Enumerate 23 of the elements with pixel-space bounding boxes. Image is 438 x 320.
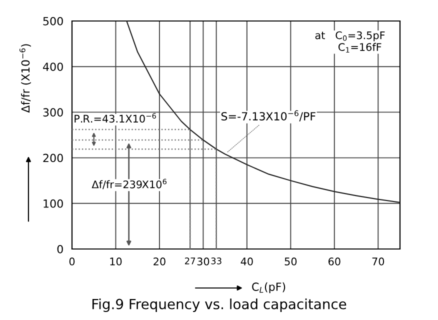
x-tick-label: 0 [69,258,75,266]
y-tick-label: 0 [57,244,63,254]
y-axis-title: Δf/fr (X10$^{−6}$) [19,44,31,113]
x-tick-label: 20 [154,258,166,266]
y-tick-label: 100 [44,199,63,208]
y-tick-label: 300 [43,108,63,117]
annotation: S=-7.13X10$^{−6}$/PF [221,110,316,122]
x-tick-label: 33 [211,257,222,264]
y-tick-label: 500 [43,16,63,26]
x-tick-label: 27 [185,257,196,264]
y-tick-label: 400 [43,62,63,71]
x-tick-label: 40 [240,258,253,266]
x-tick-label: 30 [197,258,210,266]
x-tick-label: 10 [110,258,122,266]
y-tick-label: 200 [43,154,63,162]
annotation: P.R.=43.1X10$^{−6}$ [74,113,156,123]
x-tick-label: 60 [328,258,340,266]
annotation: Δf/fr=239X10$^{6}$ [92,178,167,190]
x-tick-label: 70 [372,258,384,266]
caption: Fig.9 Frequency vs. load capacitance [92,298,346,312]
annotation: at C$_{0}$=3.5pF C$_{1}$=16fF [315,31,385,53]
x-axis-title: C$_{L}$(pF) [252,282,286,294]
x-tick-label: 50 [284,258,297,266]
